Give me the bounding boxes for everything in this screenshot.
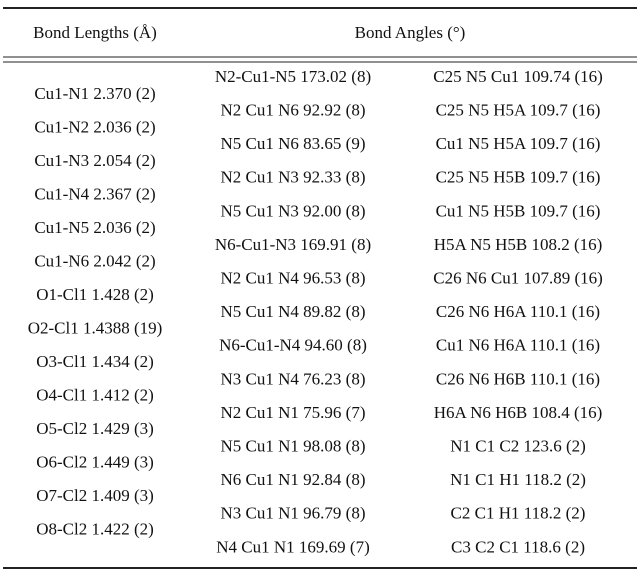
bond-length: O4-Cl1 1.412 (2) bbox=[36, 385, 154, 404]
bond-angle: N2 Cu1 N1 75.96 (7) bbox=[221, 403, 366, 422]
bond-angle: N2 Cu1 N4 96.53 (8) bbox=[221, 269, 366, 288]
bond-angle: N2 Cu1 N6 92.92 (8) bbox=[221, 101, 366, 120]
bond-length: Cu1-N2 2.036 (2) bbox=[34, 117, 155, 136]
bond-angle: C25 N5 H5B 109.7 (16) bbox=[436, 168, 601, 187]
bond-length: Cu1-N5 2.036 (2) bbox=[34, 218, 155, 237]
bond-angle: N3 Cu1 N1 96.79 (8) bbox=[221, 504, 366, 523]
bond-angle: N2 Cu1 N3 92.33 (8) bbox=[221, 168, 366, 187]
bond-length: O1-Cl1 1.428 (2) bbox=[36, 285, 154, 304]
bond-angle: C26 N6 Cu1 107.89 (16) bbox=[433, 269, 603, 288]
bond-angle: N5 Cu1 N3 92.00 (8) bbox=[221, 201, 366, 220]
bond-angle: N2-Cu1-N5 173.02 (8) bbox=[215, 67, 371, 86]
bond-length: Cu1-N3 2.054 (2) bbox=[34, 151, 155, 170]
bond-angle: H6A N6 H6B 108.4 (16) bbox=[434, 403, 603, 422]
bond-length: O6-Cl2 1.449 (3) bbox=[36, 452, 154, 471]
bond-angle: N3 Cu1 N4 76.23 (8) bbox=[221, 369, 366, 388]
bond-length: O7-Cl2 1.409 (3) bbox=[36, 486, 154, 505]
bond-length: Cu1-N6 2.042 (2) bbox=[34, 251, 155, 270]
bond-angle: C25 N5 Cu1 109.74 (16) bbox=[433, 67, 603, 86]
bond-angle: N6-Cu1-N4 94.60 (8) bbox=[219, 336, 367, 355]
bond-angle: N1 C1 C2 123.6 (2) bbox=[450, 437, 586, 456]
bond-length: Cu1-N4 2.367 (2) bbox=[34, 184, 155, 203]
bond-angle: N4 Cu1 N1 169.69 (7) bbox=[216, 537, 369, 556]
bond-angle: H5A N5 H5B 108.2 (16) bbox=[434, 235, 603, 254]
bond-angle: N5 Cu1 N4 89.82 (8) bbox=[221, 302, 366, 321]
bond-angle: Cu1 N5 H5A 109.7 (16) bbox=[436, 134, 601, 153]
bond-length: O3-Cl1 1.434 (2) bbox=[36, 352, 154, 371]
bond-angle: C26 N6 H6A 110.1 (16) bbox=[436, 302, 600, 321]
bond-angle: Cu1 N5 H5B 109.7 (16) bbox=[436, 201, 601, 220]
bond-angle: N6 Cu1 N1 92.84 (8) bbox=[221, 470, 366, 489]
bond-angle: N6-Cu1-N3 169.91 (8) bbox=[215, 235, 371, 254]
bond-angle: N5 Cu1 N1 98.08 (8) bbox=[221, 437, 366, 456]
column-header: Bond Lengths (Å) bbox=[33, 23, 157, 42]
bond-angle: C25 N5 H5A 109.7 (16) bbox=[436, 101, 601, 120]
bond-length: O5-Cl2 1.429 (3) bbox=[36, 419, 154, 438]
bond-length: Cu1-N1 2.370 (2) bbox=[34, 84, 155, 103]
bond-angle: N5 Cu1 N6 83.65 (9) bbox=[221, 134, 366, 153]
bond-angle: Cu1 N6 H6A 110.1 (16) bbox=[436, 336, 600, 355]
bond-length: O2-Cl1 1.4388 (19) bbox=[28, 318, 163, 337]
column-header: Bond Angles (°) bbox=[355, 23, 466, 42]
bond-angle: N1 C1 H1 118.2 (2) bbox=[450, 470, 586, 489]
bond-angle: C26 N6 H6B 110.1 (16) bbox=[436, 369, 600, 388]
bond-length: O8-Cl2 1.422 (2) bbox=[36, 519, 154, 538]
bond-angle: C2 C1 H1 118.2 (2) bbox=[451, 504, 586, 523]
bond-angle: C3 C2 C1 118.6 (2) bbox=[451, 537, 585, 556]
